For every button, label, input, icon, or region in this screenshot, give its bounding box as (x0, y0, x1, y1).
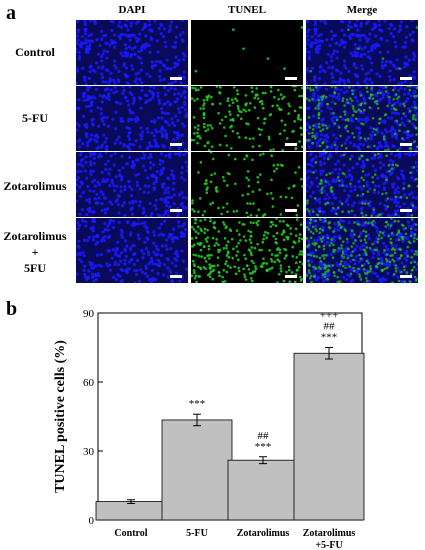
significance-marker: *** (255, 441, 272, 453)
row-label-control-text: Control (15, 45, 55, 59)
x-category-label: Zotarolimus (237, 528, 290, 539)
x-category-label: Zotarolimus (303, 528, 356, 539)
micrograph-zotarolimus-dapi (76, 152, 188, 217)
y-tick-label: 0 (89, 515, 95, 527)
scale-bar (285, 143, 297, 146)
row-label-combo-line2: + (31, 245, 39, 259)
row-label-combo-line1: Zotarolimus (3, 229, 67, 243)
micrograph-combo-tunel (191, 218, 303, 283)
micrograph-control-dapi (76, 20, 188, 85)
y-tick-label: 90 (83, 308, 95, 320)
significance-marker: ## (324, 321, 336, 333)
row-label-combo-line3: 5FU (24, 261, 46, 275)
scale-bar (170, 77, 182, 80)
scale-bar (285, 275, 297, 278)
y-tick-label: 30 (83, 446, 95, 458)
micrograph-combo-dapi (76, 218, 188, 283)
micrograph-5fu-dapi (76, 86, 188, 151)
scale-bar (400, 143, 412, 146)
row-label-zotarolimus: Zotarolimus (0, 178, 70, 194)
row-label-zotarolimus-text: Zotarolimus (3, 179, 67, 193)
x-category-label: +5-FU (315, 540, 342, 550)
micrograph-5fu-merge (306, 86, 418, 151)
micrograph-control-merge (306, 20, 418, 85)
bar (293, 352, 365, 521)
micrograph-5fu-tunel (191, 86, 303, 151)
x-category-label: Control (114, 528, 147, 539)
scale-bar (170, 275, 182, 278)
micrograph-zotarolimus-merge (306, 152, 418, 217)
scale-bar (170, 209, 182, 212)
bar (227, 459, 299, 521)
bar-chart: 0 30 60 90 TUNEL positive cells (%) Control **… (53, 308, 365, 550)
scale-bar (400, 77, 412, 80)
scale-bar (170, 143, 182, 146)
scale-bar (400, 209, 412, 212)
micrograph-combo-merge (306, 218, 418, 283)
scale-bar (285, 209, 297, 212)
micrograph-control-tunel (191, 20, 303, 85)
y-axis-label: TUNEL positive cells (%) (53, 340, 68, 493)
scale-bar (285, 77, 297, 80)
bar (95, 501, 167, 521)
column-header-merge: Merge (346, 4, 378, 16)
y-tick-label: 60 (83, 377, 95, 389)
significance-marker: *** (189, 398, 206, 410)
bar (161, 419, 233, 521)
column-header-tunel: TUNEL (228, 4, 266, 16)
significance-marker: *** (321, 332, 338, 344)
row-label-combo: Zotarolimus + 5FU (0, 228, 70, 276)
row-label-control: Control (0, 44, 70, 60)
panel-a-letter: a (6, 2, 16, 24)
significance-marker: +++ (320, 310, 339, 322)
scale-bar (400, 275, 412, 278)
column-header-dapi: DAPI (118, 4, 146, 16)
panel-b-letter: b (6, 298, 18, 320)
row-label-5fu-text: 5-FU (22, 111, 48, 125)
micrograph-zotarolimus-tunel (191, 152, 303, 217)
significance-marker: ## (258, 430, 270, 442)
x-category-label: 5-FU (186, 528, 208, 539)
row-label-5fu: 5-FU (0, 110, 70, 126)
